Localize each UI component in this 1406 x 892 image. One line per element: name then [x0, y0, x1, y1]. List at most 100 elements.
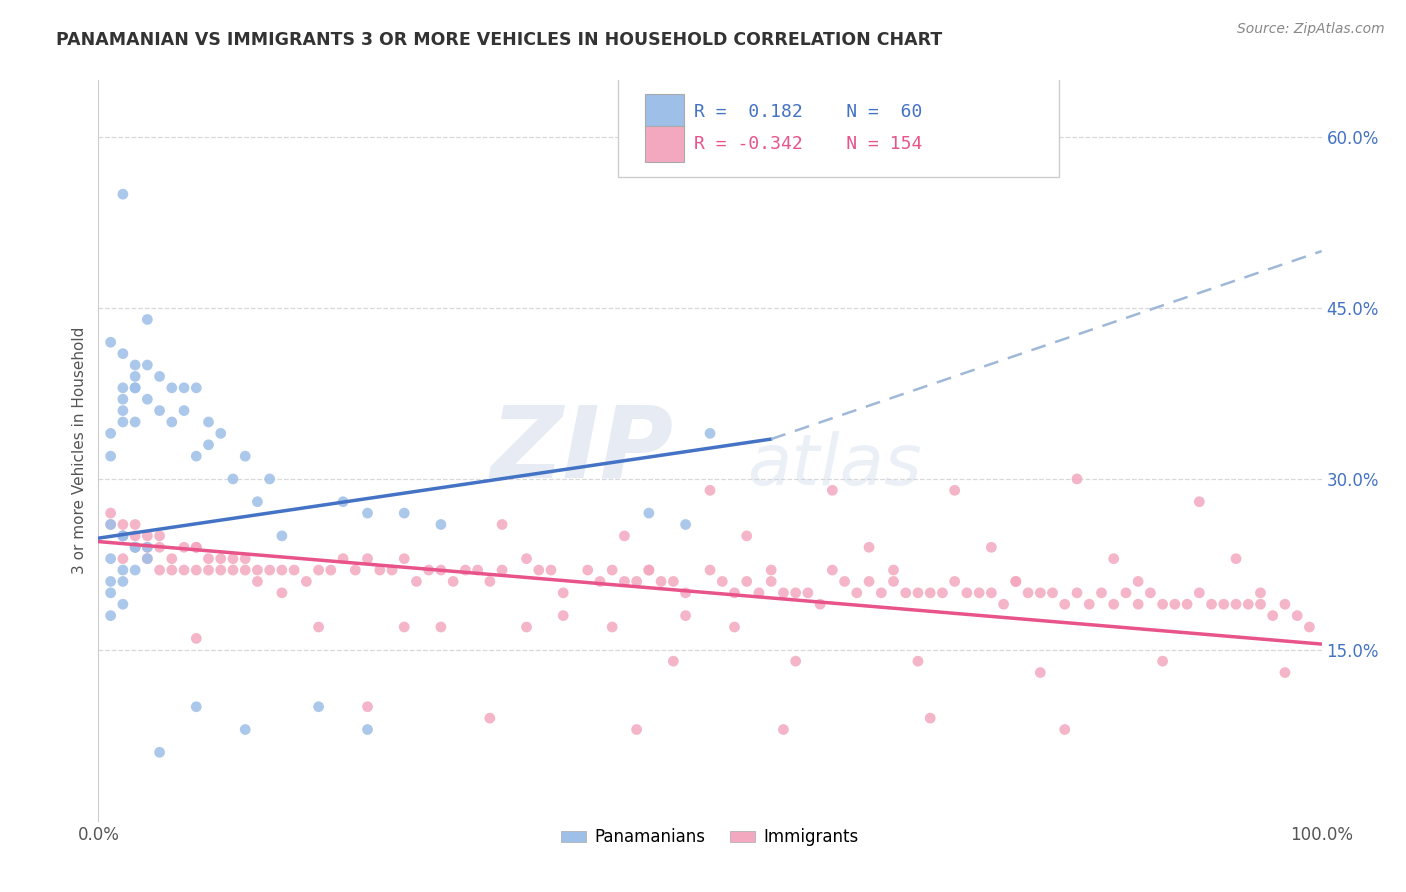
Point	[186, 541, 208, 555]
Point	[1249, 586, 1271, 600]
Text: ZIP: ZIP	[491, 402, 673, 499]
Point	[136, 529, 159, 543]
Point	[808, 597, 831, 611]
Point	[209, 551, 232, 566]
Point	[1188, 586, 1211, 600]
Point	[418, 563, 440, 577]
Point	[124, 381, 146, 395]
Point	[124, 381, 146, 395]
Point	[124, 517, 146, 532]
Point	[246, 494, 269, 508]
Point	[515, 620, 537, 634]
Point	[222, 472, 245, 486]
Point	[392, 506, 416, 520]
Point	[785, 654, 807, 668]
Point	[173, 381, 195, 395]
Point	[1274, 597, 1296, 611]
Point	[1139, 586, 1161, 600]
Point	[650, 574, 672, 589]
Point	[160, 563, 183, 577]
Point	[478, 711, 501, 725]
Point	[149, 745, 172, 759]
Point	[136, 541, 159, 555]
Point	[111, 381, 134, 395]
Text: atlas: atlas	[747, 431, 921, 500]
Point	[233, 449, 256, 463]
Point	[392, 551, 416, 566]
Point	[246, 563, 269, 577]
Point	[553, 608, 575, 623]
Point	[392, 620, 416, 634]
Point	[637, 563, 661, 577]
Point	[626, 723, 648, 737]
Point	[430, 517, 453, 532]
Point	[553, 586, 575, 600]
Point	[160, 381, 183, 395]
Point	[723, 620, 745, 634]
Point	[1175, 597, 1198, 611]
Point	[1286, 608, 1309, 623]
Point	[761, 574, 783, 589]
Point	[149, 541, 172, 555]
Point	[173, 403, 195, 417]
Point	[222, 563, 245, 577]
Point	[967, 586, 990, 600]
Point	[1053, 597, 1076, 611]
Point	[197, 438, 219, 452]
Point	[308, 563, 330, 577]
Point	[589, 574, 612, 589]
Point	[111, 346, 134, 360]
Point	[1053, 723, 1076, 737]
Point	[186, 699, 208, 714]
Point	[124, 541, 146, 555]
Point	[356, 723, 378, 737]
Point	[149, 369, 172, 384]
Point	[209, 563, 232, 577]
Point	[699, 426, 721, 441]
Point	[381, 563, 404, 577]
Point	[295, 574, 318, 589]
Point	[111, 415, 134, 429]
Point	[1090, 586, 1112, 600]
Point	[515, 551, 537, 566]
Point	[1128, 574, 1150, 589]
Point	[1029, 665, 1052, 680]
Point	[1261, 608, 1284, 623]
Point	[222, 551, 245, 566]
Point	[1237, 597, 1260, 611]
Point	[209, 426, 232, 441]
Point	[1004, 574, 1026, 589]
Point	[699, 483, 721, 498]
Point	[920, 586, 942, 600]
Point	[1102, 551, 1125, 566]
Point	[356, 699, 378, 714]
Text: R =  0.182    N =  60: R = 0.182 N = 60	[695, 103, 922, 121]
Point	[441, 574, 464, 589]
Point	[834, 574, 856, 589]
Point	[270, 586, 294, 600]
Point	[124, 358, 146, 372]
Point	[711, 574, 734, 589]
Point	[136, 541, 159, 555]
Point	[136, 551, 159, 566]
Point	[626, 574, 648, 589]
Point	[821, 483, 844, 498]
Point	[270, 563, 294, 577]
Point	[920, 711, 942, 725]
Point	[845, 586, 868, 600]
Point	[491, 517, 513, 532]
Point	[637, 563, 661, 577]
Point	[246, 574, 269, 589]
Point	[111, 529, 134, 543]
Point	[467, 563, 489, 577]
Point	[662, 574, 685, 589]
Point	[1066, 472, 1088, 486]
Point	[111, 529, 134, 543]
Point	[124, 529, 146, 543]
Legend: Panamanians, Immigrants: Panamanians, Immigrants	[554, 822, 866, 853]
Point	[1152, 597, 1174, 611]
Text: R = -0.342    N = 154: R = -0.342 N = 154	[695, 135, 922, 153]
Point	[883, 574, 905, 589]
Point	[197, 563, 219, 577]
Point	[1004, 574, 1026, 589]
